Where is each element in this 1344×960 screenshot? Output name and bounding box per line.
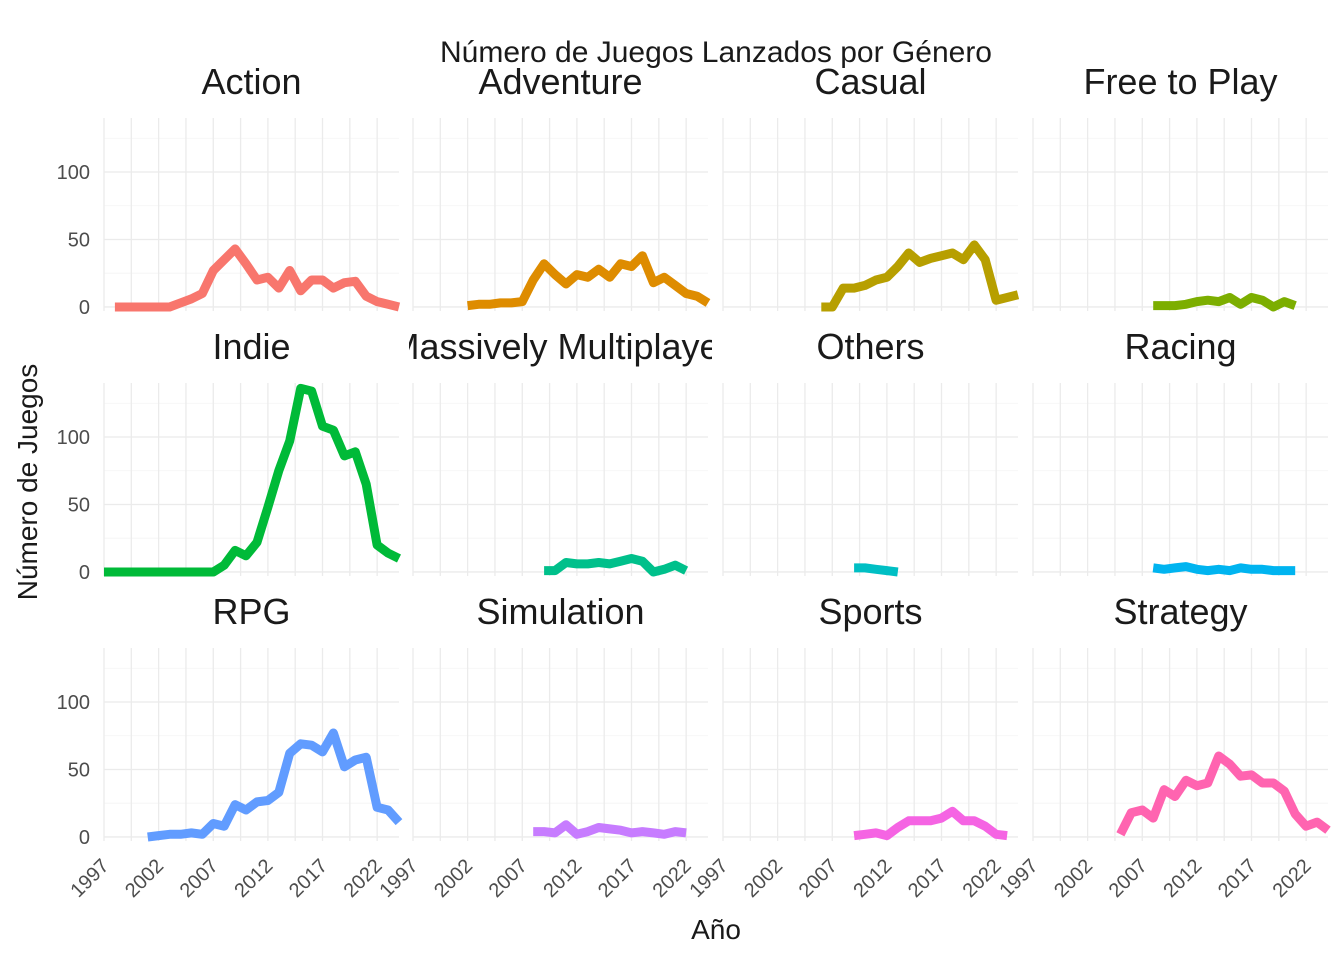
panel-strategy: Strategy bbox=[1032, 591, 1331, 841]
y-axis-title: Número de Juegos bbox=[12, 364, 43, 601]
y-tick-label: 50 bbox=[68, 229, 90, 251]
y-tick-label: 50 bbox=[68, 494, 90, 516]
series-line-racing bbox=[1152, 562, 1296, 576]
y-tick-label: 100 bbox=[57, 692, 90, 714]
panel-others: Others bbox=[722, 326, 1018, 577]
x-tick-label: 2012 bbox=[230, 855, 277, 902]
strip-label-casual: Casual bbox=[814, 61, 926, 102]
strip-label-adventure: Adventure bbox=[478, 61, 642, 102]
x-tick-label: 2002 bbox=[121, 855, 168, 902]
x-tick-label: 1997 bbox=[996, 855, 1043, 902]
strip-label-action: Action bbox=[201, 61, 301, 102]
x-tick-label: 2007 bbox=[485, 855, 532, 902]
series-line-casual bbox=[821, 240, 1020, 312]
strip-label-others: Others bbox=[816, 326, 924, 367]
panel-sports: Sports bbox=[722, 591, 1018, 841]
y-tick-label: 100 bbox=[57, 427, 90, 449]
x-tick-label: 2017 bbox=[1214, 855, 1261, 902]
strip-label-strategy: Strategy bbox=[1113, 591, 1247, 632]
strip-label-rpg: RPG bbox=[212, 591, 290, 632]
panel-free-to-play: Free to Play bbox=[1032, 61, 1328, 312]
x-tick-label: 1997 bbox=[376, 855, 423, 902]
panel-casual: Casual bbox=[722, 61, 1020, 312]
panel-massively-multiplayer: Massively Multiplayer bbox=[389, 326, 731, 577]
x-tick-label: 1997 bbox=[67, 855, 114, 902]
chart-title: Número de Juegos Lanzados por Género bbox=[440, 36, 992, 69]
series-line-adventure bbox=[467, 251, 711, 311]
strip-label-simulation: Simulation bbox=[476, 591, 644, 632]
panels: Action Adventure Casual Free to Play Indie Ma… bbox=[103, 61, 1331, 842]
y-tick-label: 100 bbox=[57, 162, 90, 184]
y-tick-label: 50 bbox=[68, 759, 90, 781]
x-tick-label: 1997 bbox=[686, 855, 733, 902]
y-tick-label: 0 bbox=[79, 297, 90, 319]
x-tick-label: 2017 bbox=[904, 855, 951, 902]
series-line-free-to-play bbox=[1153, 293, 1297, 312]
x-axis-title: Año bbox=[691, 914, 741, 945]
panel-racing: Racing bbox=[1032, 326, 1328, 576]
x-tick-label: 2012 bbox=[849, 855, 896, 902]
strip-label-indie: Indie bbox=[212, 326, 290, 367]
x-tick-label: 2017 bbox=[594, 855, 641, 902]
x-tick-label: 2007 bbox=[1105, 855, 1152, 902]
series-line-action bbox=[114, 244, 401, 312]
series-line-massively-multiplayer bbox=[544, 554, 689, 577]
y-tick-label: 0 bbox=[79, 827, 90, 849]
x-tick-label: 2002 bbox=[740, 855, 787, 902]
x-tick-label: 2022 bbox=[340, 855, 387, 902]
x-tick-label: 2022 bbox=[649, 855, 696, 902]
series-line-simulation bbox=[533, 820, 687, 839]
strip-label-sports: Sports bbox=[818, 591, 922, 632]
x-tick-label: 2022 bbox=[1269, 855, 1316, 902]
series-line-rpg bbox=[147, 728, 403, 842]
strip-label-racing: Racing bbox=[1124, 326, 1236, 367]
x-tick-label: 2017 bbox=[285, 855, 332, 902]
x-tick-label: 2007 bbox=[176, 855, 223, 902]
panel-rpg: RPG bbox=[103, 591, 403, 842]
strip-label-free-to-play: Free to Play bbox=[1083, 61, 1277, 102]
y-tick-label: 0 bbox=[79, 562, 90, 584]
series-line-indie bbox=[104, 383, 401, 577]
series-line-sports bbox=[853, 806, 1008, 841]
panel-action: Action bbox=[103, 61, 401, 312]
series-line-strategy bbox=[1116, 751, 1331, 837]
x-tick-label: 2022 bbox=[959, 855, 1006, 902]
x-tick-label: 2012 bbox=[539, 855, 586, 902]
x-tick-label: 2012 bbox=[1159, 855, 1206, 902]
x-tick-label: 2002 bbox=[430, 855, 477, 902]
strip-label-massively-multiplayer: Massively Multiplayer bbox=[389, 326, 731, 367]
panel-adventure: Adventure bbox=[412, 61, 711, 311]
x-tick-label: 2002 bbox=[1050, 855, 1097, 902]
panel-simulation: Simulation bbox=[412, 591, 708, 841]
panel-indie: Indie bbox=[103, 326, 401, 577]
series-line-others bbox=[854, 563, 899, 577]
x-tick-label: 2007 bbox=[795, 855, 842, 902]
